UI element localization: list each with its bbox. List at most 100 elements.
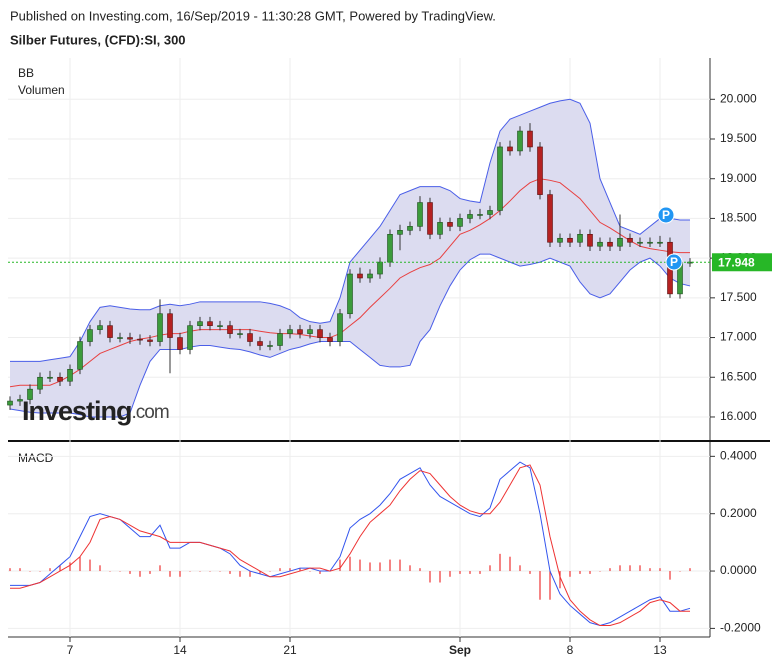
candle-body xyxy=(257,341,263,346)
candle-body xyxy=(557,237,563,243)
candle-body xyxy=(477,214,483,216)
y-tick-label: 16.500 xyxy=(720,369,757,383)
candle-body xyxy=(157,313,163,342)
marker-label: P xyxy=(662,208,670,222)
candle-body xyxy=(657,241,663,244)
candle-body xyxy=(467,214,473,219)
candle-body xyxy=(607,241,613,247)
candle-body xyxy=(307,329,313,334)
candle-body xyxy=(377,261,383,275)
candle-body xyxy=(147,339,153,342)
y-tick-label: 19.500 xyxy=(720,131,757,145)
candle-body xyxy=(127,337,133,340)
candle-body xyxy=(267,345,273,347)
candle-body xyxy=(517,130,523,152)
marker-label: P xyxy=(670,255,678,269)
candle-body xyxy=(177,337,183,350)
macd-line xyxy=(10,461,691,627)
marker xyxy=(665,253,683,271)
y-tick-label: 20.000 xyxy=(720,91,757,105)
candle-body xyxy=(77,341,83,370)
candle-body xyxy=(207,321,213,326)
candle-body xyxy=(347,273,353,315)
last-price-label: 17.948 xyxy=(718,255,755,269)
candle-body xyxy=(327,337,333,342)
candle-body xyxy=(37,376,43,390)
candle-body xyxy=(507,146,513,152)
candle-body xyxy=(317,329,323,338)
candle-body xyxy=(427,202,433,235)
candle-body xyxy=(167,313,173,338)
x-tick-label: 8 xyxy=(567,643,574,657)
candle-body xyxy=(567,237,573,243)
candle-body xyxy=(337,313,343,342)
candle-body xyxy=(637,241,643,244)
y-tick-label: 16.000 xyxy=(720,409,757,423)
candle-body xyxy=(97,325,103,330)
logo-main: Investing xyxy=(22,396,132,426)
candle-body xyxy=(587,234,593,247)
y-tick-label: -0.2000 xyxy=(720,621,761,635)
candle-body xyxy=(537,146,543,195)
candle-body xyxy=(367,273,373,279)
candle-body xyxy=(387,234,393,263)
candle-body xyxy=(407,226,413,231)
x-tick-label: Sep xyxy=(449,643,471,657)
candle-body xyxy=(57,376,63,382)
candle-body xyxy=(417,202,423,227)
candle-body xyxy=(117,337,123,339)
y-tick-label: 0.2000 xyxy=(720,506,757,520)
candle-body xyxy=(547,194,553,243)
candle-body xyxy=(277,333,283,346)
logo-suffix: .com xyxy=(132,402,169,423)
macd-line xyxy=(10,464,690,627)
candle-body xyxy=(397,230,403,235)
band-lower xyxy=(9,253,691,418)
candle-body xyxy=(447,222,453,227)
panel-title: MACD xyxy=(18,451,54,465)
y-tick-label: 0.0000 xyxy=(720,563,757,577)
logo: Investing.com xyxy=(22,396,169,426)
candle-body xyxy=(457,218,463,227)
y-tick-label: 19.000 xyxy=(720,171,757,185)
last-price-box xyxy=(712,253,772,272)
x-tick-label: 7 xyxy=(67,643,74,657)
x-tick-label: 21 xyxy=(283,643,297,657)
candle-body xyxy=(357,273,363,279)
candle-body xyxy=(577,234,583,243)
candle-body xyxy=(497,146,503,211)
candle-body xyxy=(227,325,233,334)
candle-body xyxy=(287,329,293,334)
candle-body xyxy=(7,400,13,406)
candle-body xyxy=(217,325,223,327)
candle-body xyxy=(527,130,533,148)
marker xyxy=(657,206,675,224)
candle-body xyxy=(137,338,143,341)
chart-title: Silber Futures, (CFD):SI, 300 xyxy=(10,32,186,47)
candle-body xyxy=(27,388,33,400)
candle-body xyxy=(647,241,653,244)
candle-body xyxy=(47,376,53,379)
candle-body xyxy=(247,333,253,342)
candle-body xyxy=(107,325,113,338)
published-note: Published on Investing.com, 16/Sep/2019 … xyxy=(10,8,496,23)
candle-body xyxy=(437,222,443,235)
candle-body xyxy=(17,399,23,402)
candle-body xyxy=(67,369,73,382)
indicator-label: Volumen xyxy=(18,83,65,97)
band-middle xyxy=(9,178,690,388)
x-tick-label: 13 xyxy=(653,643,667,657)
candle-body xyxy=(597,241,603,247)
candle-body xyxy=(87,329,93,342)
candle-body xyxy=(187,325,193,350)
y-tick-label: 18.500 xyxy=(720,211,757,225)
candle-body xyxy=(487,210,493,215)
candle-body xyxy=(627,237,633,243)
indicator-label: BB xyxy=(18,66,34,80)
y-tick-label: 17.500 xyxy=(720,290,757,304)
candle-body xyxy=(617,237,623,247)
candle-body xyxy=(237,333,243,335)
candle-body xyxy=(297,329,303,334)
